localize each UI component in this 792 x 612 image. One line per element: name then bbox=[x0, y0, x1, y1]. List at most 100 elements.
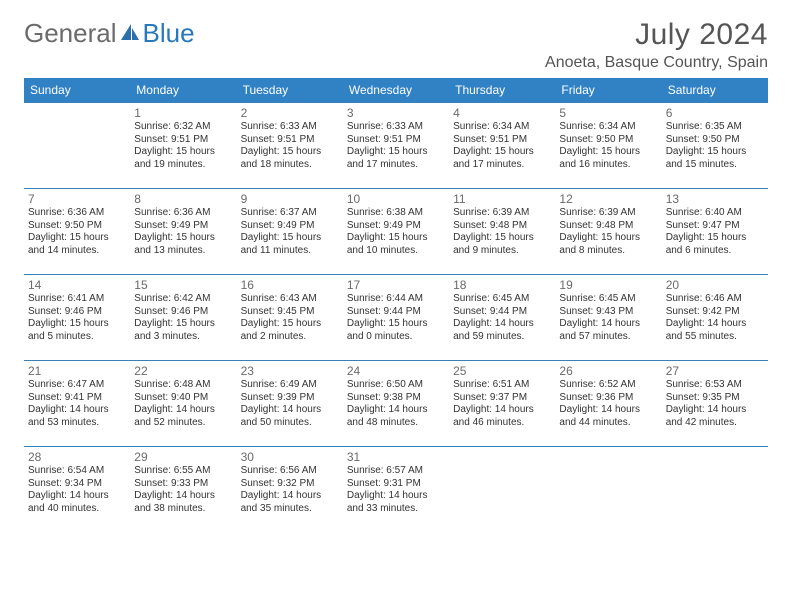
weekday-header: Friday bbox=[555, 78, 661, 103]
day-entry-line: Sunset: 9:50 PM bbox=[559, 134, 657, 147]
day-entry-line: Sunset: 9:44 PM bbox=[453, 306, 551, 319]
day-entry-line: Sunset: 9:51 PM bbox=[134, 134, 232, 147]
day-number: 19 bbox=[559, 278, 657, 292]
day-entry-line: Sunrise: 6:33 AM bbox=[241, 121, 339, 134]
day-entry-line: Daylight: 15 hours bbox=[28, 232, 126, 245]
calendar-header-row: SundayMondayTuesdayWednesdayThursdayFrid… bbox=[24, 78, 768, 103]
weekday-header: Thursday bbox=[449, 78, 555, 103]
day-entry-line: Sunrise: 6:45 AM bbox=[559, 293, 657, 306]
day-entry-line: and 59 minutes. bbox=[453, 331, 551, 344]
day-entry-line: Daylight: 15 hours bbox=[347, 146, 445, 159]
day-entry-line: Sunrise: 6:44 AM bbox=[347, 293, 445, 306]
day-number: 15 bbox=[134, 278, 232, 292]
day-entry-line: Sunset: 9:49 PM bbox=[241, 220, 339, 233]
calendar-week-row: 1Sunrise: 6:32 AMSunset: 9:51 PMDaylight… bbox=[24, 103, 768, 189]
calendar-cell: 12Sunrise: 6:39 AMSunset: 9:48 PMDayligh… bbox=[555, 189, 661, 275]
day-entry-line: Daylight: 14 hours bbox=[666, 318, 764, 331]
day-number: 29 bbox=[134, 450, 232, 464]
day-entry-line: Daylight: 14 hours bbox=[453, 318, 551, 331]
day-entry-line: and 42 minutes. bbox=[666, 417, 764, 430]
calendar-cell: 16Sunrise: 6:43 AMSunset: 9:45 PMDayligh… bbox=[237, 275, 343, 361]
calendar-cell: 7Sunrise: 6:36 AMSunset: 9:50 PMDaylight… bbox=[24, 189, 130, 275]
day-entry-line: Sunrise: 6:54 AM bbox=[28, 465, 126, 478]
day-entry-line: Sunrise: 6:39 AM bbox=[559, 207, 657, 220]
location-text: Anoeta, Basque Country, Spain bbox=[545, 54, 768, 72]
day-entry-line: Daylight: 14 hours bbox=[28, 490, 126, 503]
day-entry-line: Sunrise: 6:34 AM bbox=[453, 121, 551, 134]
day-entry-line: Daylight: 14 hours bbox=[666, 404, 764, 417]
calendar-cell: 22Sunrise: 6:48 AMSunset: 9:40 PMDayligh… bbox=[130, 361, 236, 447]
day-entry-line: Daylight: 15 hours bbox=[666, 146, 764, 159]
day-entry-line: and 18 minutes. bbox=[241, 159, 339, 172]
day-entry-line: Daylight: 15 hours bbox=[559, 146, 657, 159]
header-bar: General Blue July 2024 Anoeta, Basque Co… bbox=[24, 18, 768, 72]
calendar-cell: 13Sunrise: 6:40 AMSunset: 9:47 PMDayligh… bbox=[662, 189, 768, 275]
day-entry-line: and 16 minutes. bbox=[559, 159, 657, 172]
calendar-cell: 2Sunrise: 6:33 AMSunset: 9:51 PMDaylight… bbox=[237, 103, 343, 189]
day-number: 6 bbox=[666, 106, 764, 120]
weekday-header: Sunday bbox=[24, 78, 130, 103]
day-number: 24 bbox=[347, 364, 445, 378]
calendar-week-row: 7Sunrise: 6:36 AMSunset: 9:50 PMDaylight… bbox=[24, 189, 768, 275]
day-entry-line: and 46 minutes. bbox=[453, 417, 551, 430]
page-title: July 2024 bbox=[545, 18, 768, 52]
day-entry-line: Sunset: 9:40 PM bbox=[134, 392, 232, 405]
calendar-cell: 14Sunrise: 6:41 AMSunset: 9:46 PMDayligh… bbox=[24, 275, 130, 361]
day-entry-line: Sunset: 9:38 PM bbox=[347, 392, 445, 405]
day-number: 16 bbox=[241, 278, 339, 292]
day-entry-line: Daylight: 15 hours bbox=[134, 232, 232, 245]
day-number: 23 bbox=[241, 364, 339, 378]
weekday-header: Saturday bbox=[662, 78, 768, 103]
day-entry-line: Daylight: 14 hours bbox=[559, 404, 657, 417]
day-entry-line: Daylight: 14 hours bbox=[241, 404, 339, 417]
day-number: 18 bbox=[453, 278, 551, 292]
day-entry-line: and 14 minutes. bbox=[28, 245, 126, 258]
day-number: 8 bbox=[134, 192, 232, 206]
day-entry-line: and 10 minutes. bbox=[347, 245, 445, 258]
day-entry-line: Sunrise: 6:40 AM bbox=[666, 207, 764, 220]
calendar-body: 1Sunrise: 6:32 AMSunset: 9:51 PMDaylight… bbox=[24, 103, 768, 533]
day-entry-line: Sunset: 9:32 PM bbox=[241, 478, 339, 491]
calendar-cell bbox=[662, 447, 768, 533]
day-entry-line: Sunrise: 6:52 AM bbox=[559, 379, 657, 392]
day-entry-line: Sunrise: 6:39 AM bbox=[453, 207, 551, 220]
day-number: 9 bbox=[241, 192, 339, 206]
day-number: 28 bbox=[28, 450, 126, 464]
day-entry-line: Sunset: 9:51 PM bbox=[241, 134, 339, 147]
day-entry-line: Sunrise: 6:48 AM bbox=[134, 379, 232, 392]
day-number: 21 bbox=[28, 364, 126, 378]
day-entry-line: Sunrise: 6:36 AM bbox=[28, 207, 126, 220]
calendar-cell: 20Sunrise: 6:46 AMSunset: 9:42 PMDayligh… bbox=[662, 275, 768, 361]
day-entry-line: Sunset: 9:50 PM bbox=[666, 134, 764, 147]
day-entry-line: Sunrise: 6:49 AM bbox=[241, 379, 339, 392]
day-entry-line: Daylight: 15 hours bbox=[453, 232, 551, 245]
day-entry-line: Sunset: 9:43 PM bbox=[559, 306, 657, 319]
calendar-week-row: 28Sunrise: 6:54 AMSunset: 9:34 PMDayligh… bbox=[24, 447, 768, 533]
day-entry-line: and 5 minutes. bbox=[28, 331, 126, 344]
day-entry-line: Sunset: 9:36 PM bbox=[559, 392, 657, 405]
day-number: 10 bbox=[347, 192, 445, 206]
day-entry-line: Daylight: 15 hours bbox=[666, 232, 764, 245]
day-number: 5 bbox=[559, 106, 657, 120]
day-entry-line: Sunset: 9:44 PM bbox=[347, 306, 445, 319]
calendar-cell: 21Sunrise: 6:47 AMSunset: 9:41 PMDayligh… bbox=[24, 361, 130, 447]
day-entry-line: and 53 minutes. bbox=[28, 417, 126, 430]
day-entry-line: Sunrise: 6:35 AM bbox=[666, 121, 764, 134]
day-number: 12 bbox=[559, 192, 657, 206]
day-entry-line: Sunset: 9:34 PM bbox=[28, 478, 126, 491]
day-entry-line: Daylight: 15 hours bbox=[347, 318, 445, 331]
day-entry-line: Sunrise: 6:53 AM bbox=[666, 379, 764, 392]
day-entry-line: Daylight: 14 hours bbox=[559, 318, 657, 331]
day-entry-line: Daylight: 15 hours bbox=[347, 232, 445, 245]
day-entry-line: Daylight: 15 hours bbox=[241, 318, 339, 331]
day-entry-line: Sunrise: 6:32 AM bbox=[134, 121, 232, 134]
day-entry-line: Sunset: 9:33 PM bbox=[134, 478, 232, 491]
day-entry-line: and 52 minutes. bbox=[134, 417, 232, 430]
day-entry-line: and 50 minutes. bbox=[241, 417, 339, 430]
day-entry-line: and 15 minutes. bbox=[666, 159, 764, 172]
calendar-week-row: 21Sunrise: 6:47 AMSunset: 9:41 PMDayligh… bbox=[24, 361, 768, 447]
calendar-cell: 9Sunrise: 6:37 AMSunset: 9:49 PMDaylight… bbox=[237, 189, 343, 275]
day-entry-line: and 40 minutes. bbox=[28, 503, 126, 516]
day-entry-line: and 6 minutes. bbox=[666, 245, 764, 258]
day-entry-line: Daylight: 14 hours bbox=[241, 490, 339, 503]
